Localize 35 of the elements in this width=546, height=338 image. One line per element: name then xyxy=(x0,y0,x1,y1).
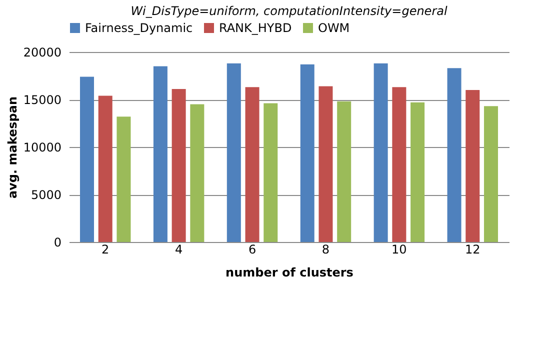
bar xyxy=(245,87,260,242)
bar xyxy=(190,104,204,242)
bar xyxy=(300,64,314,242)
x-tick-label: 6 xyxy=(248,242,256,256)
x-tick-label: 2 xyxy=(102,242,110,256)
bar xyxy=(484,106,498,242)
bar xyxy=(264,103,278,242)
bar xyxy=(392,87,406,242)
y-tick-label: 15000 xyxy=(23,93,62,107)
bar xyxy=(153,66,168,242)
x-tick-label: 4 xyxy=(174,242,183,256)
bar xyxy=(374,63,388,242)
y-axis-title: avg. makespan xyxy=(5,96,20,199)
bar xyxy=(466,90,480,242)
legend-label: Fairness_Dynamic xyxy=(85,21,193,35)
y-tick-label: 5000 xyxy=(30,188,62,202)
chart-title: Wi_DisType=uniform, computationIntensity=general xyxy=(130,4,448,18)
x-axis-title: number of clusters xyxy=(226,266,354,280)
bar xyxy=(226,63,241,242)
bar xyxy=(337,101,352,242)
bar xyxy=(116,116,131,242)
x-tick-label: 10 xyxy=(392,242,407,256)
bar xyxy=(80,76,94,242)
x-tick-label: 12 xyxy=(465,242,480,256)
legend-label: RANK_HYBD xyxy=(219,21,292,35)
y-tick-label: 20000 xyxy=(23,46,62,60)
y-tick-label: 0 xyxy=(54,236,62,250)
bar xyxy=(447,68,462,242)
y-tick-label: 10000 xyxy=(23,140,62,154)
bar xyxy=(410,102,425,242)
bar xyxy=(98,96,112,242)
bar xyxy=(172,89,186,242)
bar xyxy=(318,86,333,242)
legend-label: OWM xyxy=(318,21,350,35)
x-tick-label: 8 xyxy=(322,242,330,256)
